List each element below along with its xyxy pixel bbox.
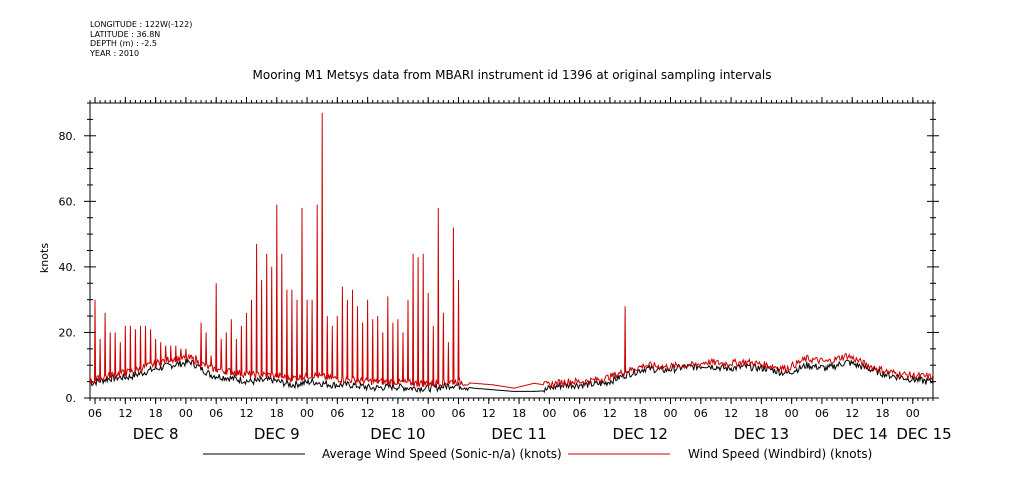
x-day-label: DEC 11: [491, 425, 546, 443]
x-tick-label: 06: [330, 407, 344, 420]
x-tick-label: 00: [300, 407, 314, 420]
x-tick-label: 12: [118, 407, 132, 420]
depth-label: DEPTH (m) : -2.5: [90, 39, 157, 48]
y-tick-label: 0.: [66, 392, 77, 405]
x-tick-label: 18: [633, 407, 647, 420]
x-tick-label: 18: [270, 407, 284, 420]
y-tick-label: 60.: [59, 195, 77, 208]
series-windbird-wind-speed: [89, 112, 934, 389]
legend-text-windbird: Wind Speed (Windbird) (knots): [688, 447, 872, 461]
x-tick-label: 18: [876, 407, 890, 420]
x-tick-label: 00: [664, 407, 678, 420]
x-tick-label: 00: [785, 407, 799, 420]
x-tick-label: 12: [724, 407, 738, 420]
x-tick-label: 06: [451, 407, 465, 420]
x-tick-label: 18: [149, 407, 163, 420]
x-tick-label: 00: [542, 407, 556, 420]
year-label: YEAR : 2010: [90, 48, 140, 58]
x-tick-label: 12: [361, 407, 375, 420]
y-tick-label: 40.: [59, 261, 77, 274]
x-day-label: DEC 15: [896, 425, 951, 443]
x-day-label: DEC 10: [370, 425, 425, 443]
x-tick-label: 12: [482, 407, 496, 420]
x-tick-label: 06: [209, 407, 223, 420]
axes: 06 12 18 00 06 12 18 00 06 12 18 00 06 12 18 00 06 12 18 00…: [59, 97, 952, 443]
series-average-wind-speed: [89, 358, 934, 394]
x-tick-label: 12: [845, 407, 859, 420]
y-axis-label: knots: [38, 243, 51, 273]
x-tick-label: 06: [573, 407, 587, 420]
y-tick-label: 80.: [59, 130, 77, 143]
x-tick-label: 00: [179, 407, 193, 420]
y-tick-label: 20.: [59, 326, 77, 339]
x-tick-label: 00: [906, 407, 920, 420]
x-tick-label: 06: [88, 407, 102, 420]
x-tick-label: 00: [421, 407, 435, 420]
x-day-label: DEC 14: [832, 425, 887, 443]
x-tick-label: 12: [239, 407, 253, 420]
x-day-label: DEC 12: [613, 425, 668, 443]
longitude-label: LONGITUDE : 122W(-122): [90, 20, 193, 29]
x-tick-label: 12: [603, 407, 617, 420]
metadata-block: LONGITUDE : 122W(-122) LATITUDE : 36.8N …: [90, 20, 192, 58]
legend-text-average-wind: Average Wind Speed (Sonic-n/a) (knots): [322, 447, 562, 461]
x-tick-label: 18: [512, 407, 526, 420]
series-layer: [89, 112, 934, 394]
legend: Average Wind Speed (Sonic-n/a) (knots) W…: [203, 447, 872, 461]
x-tick-label: 18: [391, 407, 405, 420]
x-tick-label: 06: [815, 407, 829, 420]
x-tick-label: 18: [754, 407, 768, 420]
x-day-label: DEC 9: [254, 425, 300, 443]
x-tick-label: 06: [694, 407, 708, 420]
chart-title: Mooring M1 Metsys data from MBARI instru…: [253, 68, 772, 82]
x-day-label: DEC 8: [133, 425, 179, 443]
x-day-label: DEC 13: [734, 425, 789, 443]
latitude-label: LATITUDE : 36.8N: [90, 29, 161, 39]
